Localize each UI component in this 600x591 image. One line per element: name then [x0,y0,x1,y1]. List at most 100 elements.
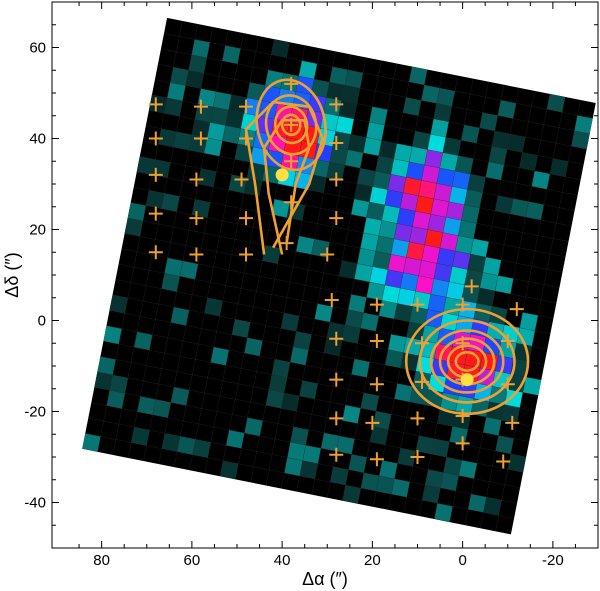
map-pixel [467,174,486,193]
map-pixel [519,312,539,331]
map-gridline [97,371,527,458]
map-pixel [369,426,389,445]
map-pixel [244,417,263,437]
map-pixel [342,485,361,504]
y-tick-label: 60 [29,40,46,57]
map-pixel [124,217,143,237]
map-pixel [391,478,410,498]
map-pixel [452,171,471,190]
map-pixel [378,140,397,159]
intensity-map [82,17,596,535]
map-pixel [323,97,342,116]
map-pixel [191,39,210,58]
map-pixel [427,294,447,313]
cross-marker [239,247,254,262]
map-pixel [311,79,330,98]
map-gridline [154,79,584,165]
map-pixel [421,244,440,264]
y-tick-label: 40 [29,131,46,148]
y-tick-label: 20 [29,222,46,239]
map-pixel [320,432,340,452]
map-pixel [287,442,306,461]
map-gridline [142,140,572,227]
map-pixel [430,118,449,138]
map-pixel [299,460,318,479]
cross-marker [148,97,163,112]
map-pixel [415,435,435,455]
map-gridline [103,340,533,427]
map-pixel [378,300,398,319]
map-pixel [152,399,171,418]
dot-marker [460,373,474,387]
map-pixel [427,214,446,233]
axis-ticks: 80 60 40 20 0 -20 -40 -20 0 20 40 60 [24,2,599,569]
map-pixel [137,396,156,415]
map-pixel [385,349,404,369]
map-pixel [164,97,183,117]
map-pixel [185,70,204,89]
map-pixel [458,460,478,479]
map-pixel [326,162,345,181]
contour-tail-2 [262,119,311,255]
x-tick-label: 40 [274,552,291,569]
cross-marker [239,131,254,146]
map-pixel [360,472,380,492]
map-pixel [549,158,569,177]
map-pixel [243,177,263,197]
map-pixel [82,433,101,452]
map-pixel [351,198,370,218]
map-gridline [151,94,581,181]
map-pixel [244,337,263,357]
map-gridline [148,110,578,196]
x-tick-label: 20 [364,552,381,569]
cross-marker [189,172,204,187]
map-pixel [103,325,122,345]
map-gridline [157,63,587,150]
map-pixel [226,429,245,449]
cross-marker [324,293,339,308]
map-pixel [464,189,483,208]
cross-marker [239,211,254,226]
map-pixel [479,352,499,371]
map-pixel [376,475,395,495]
cross-marker [320,247,335,262]
map-pixel [378,220,398,239]
map-pixel [409,226,428,245]
map-gridline [130,202,560,288]
cross-marker [369,452,384,467]
map-pixel [449,426,468,445]
map-pixel [191,119,211,138]
map-pixel [366,281,385,301]
map-pixel [161,433,181,452]
cross-marker [329,172,344,187]
plot-area [82,17,596,535]
map-pixel [314,303,333,323]
map-pixel [479,112,498,131]
map-gridline [100,356,530,442]
cross-marker [410,297,425,312]
map-pixel [375,155,394,175]
map-pixel [280,312,300,332]
map-pixel [525,201,544,221]
contour-1-level-5 [418,319,516,404]
cross-marker [415,336,430,351]
map-pixel [497,100,517,119]
map-pixel [384,189,404,209]
cross-marker [500,333,515,348]
map-pixel [403,257,422,276]
map-pixel [134,331,153,351]
map-pixel [296,236,315,255]
cross-marker [455,297,470,312]
map-pixel [461,204,480,224]
cross-marker [239,99,254,114]
map-pixel [161,193,180,212]
map-pixel [354,263,373,282]
map-pixel [439,232,459,252]
map-pixel [188,54,207,74]
map-pixel [455,235,474,255]
cross-marker [509,302,524,317]
map-pixel [455,395,474,415]
map-pixel [204,137,223,157]
map-pixel [381,285,401,304]
map-pixel [146,190,165,209]
